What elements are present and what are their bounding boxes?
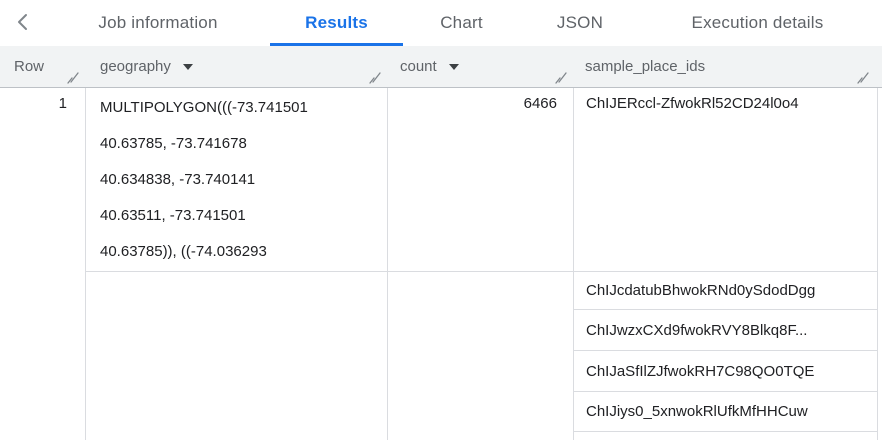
geography-cell: MULTIPOLYGON(((-73.741501 40.63785, -73.…: [86, 88, 387, 272]
count-cell: 6466: [388, 88, 573, 272]
column-label: count: [400, 58, 437, 75]
results-table-body: 1 MULTIPOLYGON(((-73.741501 40.63785, -7…: [0, 88, 882, 440]
sample-place-id-cell: ChIJaSfIlZJfwokRH7C98QO0TQE: [574, 351, 877, 392]
geography-line: 40.63511, -73.741501: [100, 207, 246, 224]
sample-place-id-cell: ChIJwzxCXd9fwokRVY8Blkq8F...: [574, 310, 877, 351]
column-header-row: Row: [0, 46, 86, 87]
column-header-geography: geography: [86, 46, 388, 87]
column-label: geography: [100, 58, 171, 75]
sample-place-id-cell: ChIJcdatubBhwokRNd0ySdodDgg: [574, 272, 877, 310]
column-resize-icon[interactable]: [554, 71, 568, 85]
tab-label: Chart: [440, 13, 483, 32]
geography-line: 40.63785, -73.741678: [100, 135, 247, 152]
geography-line: 40.634838, -73.740141: [100, 171, 256, 188]
back-button[interactable]: [0, 0, 46, 46]
tab-bar: Job information Results Chart JSON Execu…: [0, 0, 882, 46]
sample-place-id-cell: ChIJERccl-ZfwokRl52CD24l0o4: [574, 88, 877, 272]
geography-line: 40.63785)), ((-74.036293: [100, 243, 267, 260]
tab-job-information[interactable]: Job information: [46, 0, 270, 46]
column-resize-icon[interactable]: [66, 71, 80, 85]
row-number-column: 1: [0, 88, 86, 440]
tab-label: Results: [305, 13, 368, 32]
geography-column: MULTIPOLYGON(((-73.741501 40.63785, -73.…: [86, 88, 388, 440]
caret-down-icon[interactable]: [448, 63, 459, 70]
geography-line: MULTIPOLYGON(((-73.741501: [100, 99, 308, 116]
chevron-left-icon: [15, 12, 31, 35]
tab-json[interactable]: JSON: [520, 0, 640, 46]
column-resize-icon[interactable]: [856, 71, 870, 85]
sample-place-id-cell-partial: [574, 432, 877, 440]
column-header-sample-place-ids: sample_place_ids: [574, 46, 882, 87]
tab-label: JSON: [556, 13, 604, 32]
column-header-count: count: [388, 46, 574, 87]
caret-down-icon[interactable]: [182, 63, 193, 70]
tab-results[interactable]: Results: [270, 0, 403, 46]
count-column: 6466: [388, 88, 574, 440]
tab-chart[interactable]: Chart: [403, 0, 520, 46]
sample-place-ids-column: ChIJERccl-ZfwokRl52CD24l0o4 ChIJcdatubBh…: [574, 88, 878, 440]
tab-execution-details[interactable]: Execution details: [640, 0, 875, 46]
tab-label: Job information: [98, 13, 218, 32]
column-resize-icon[interactable]: [368, 71, 382, 85]
row-number-cell: 1: [58, 95, 67, 112]
column-label: Row: [14, 58, 45, 75]
tab-label: Execution details: [691, 13, 824, 32]
sample-place-id-cell: ChIJiys0_5xnwokRlUfkMfHHCuw: [574, 392, 877, 432]
column-label: sample_place_ids: [585, 58, 706, 75]
results-table-header: Row geography count: [0, 46, 882, 88]
